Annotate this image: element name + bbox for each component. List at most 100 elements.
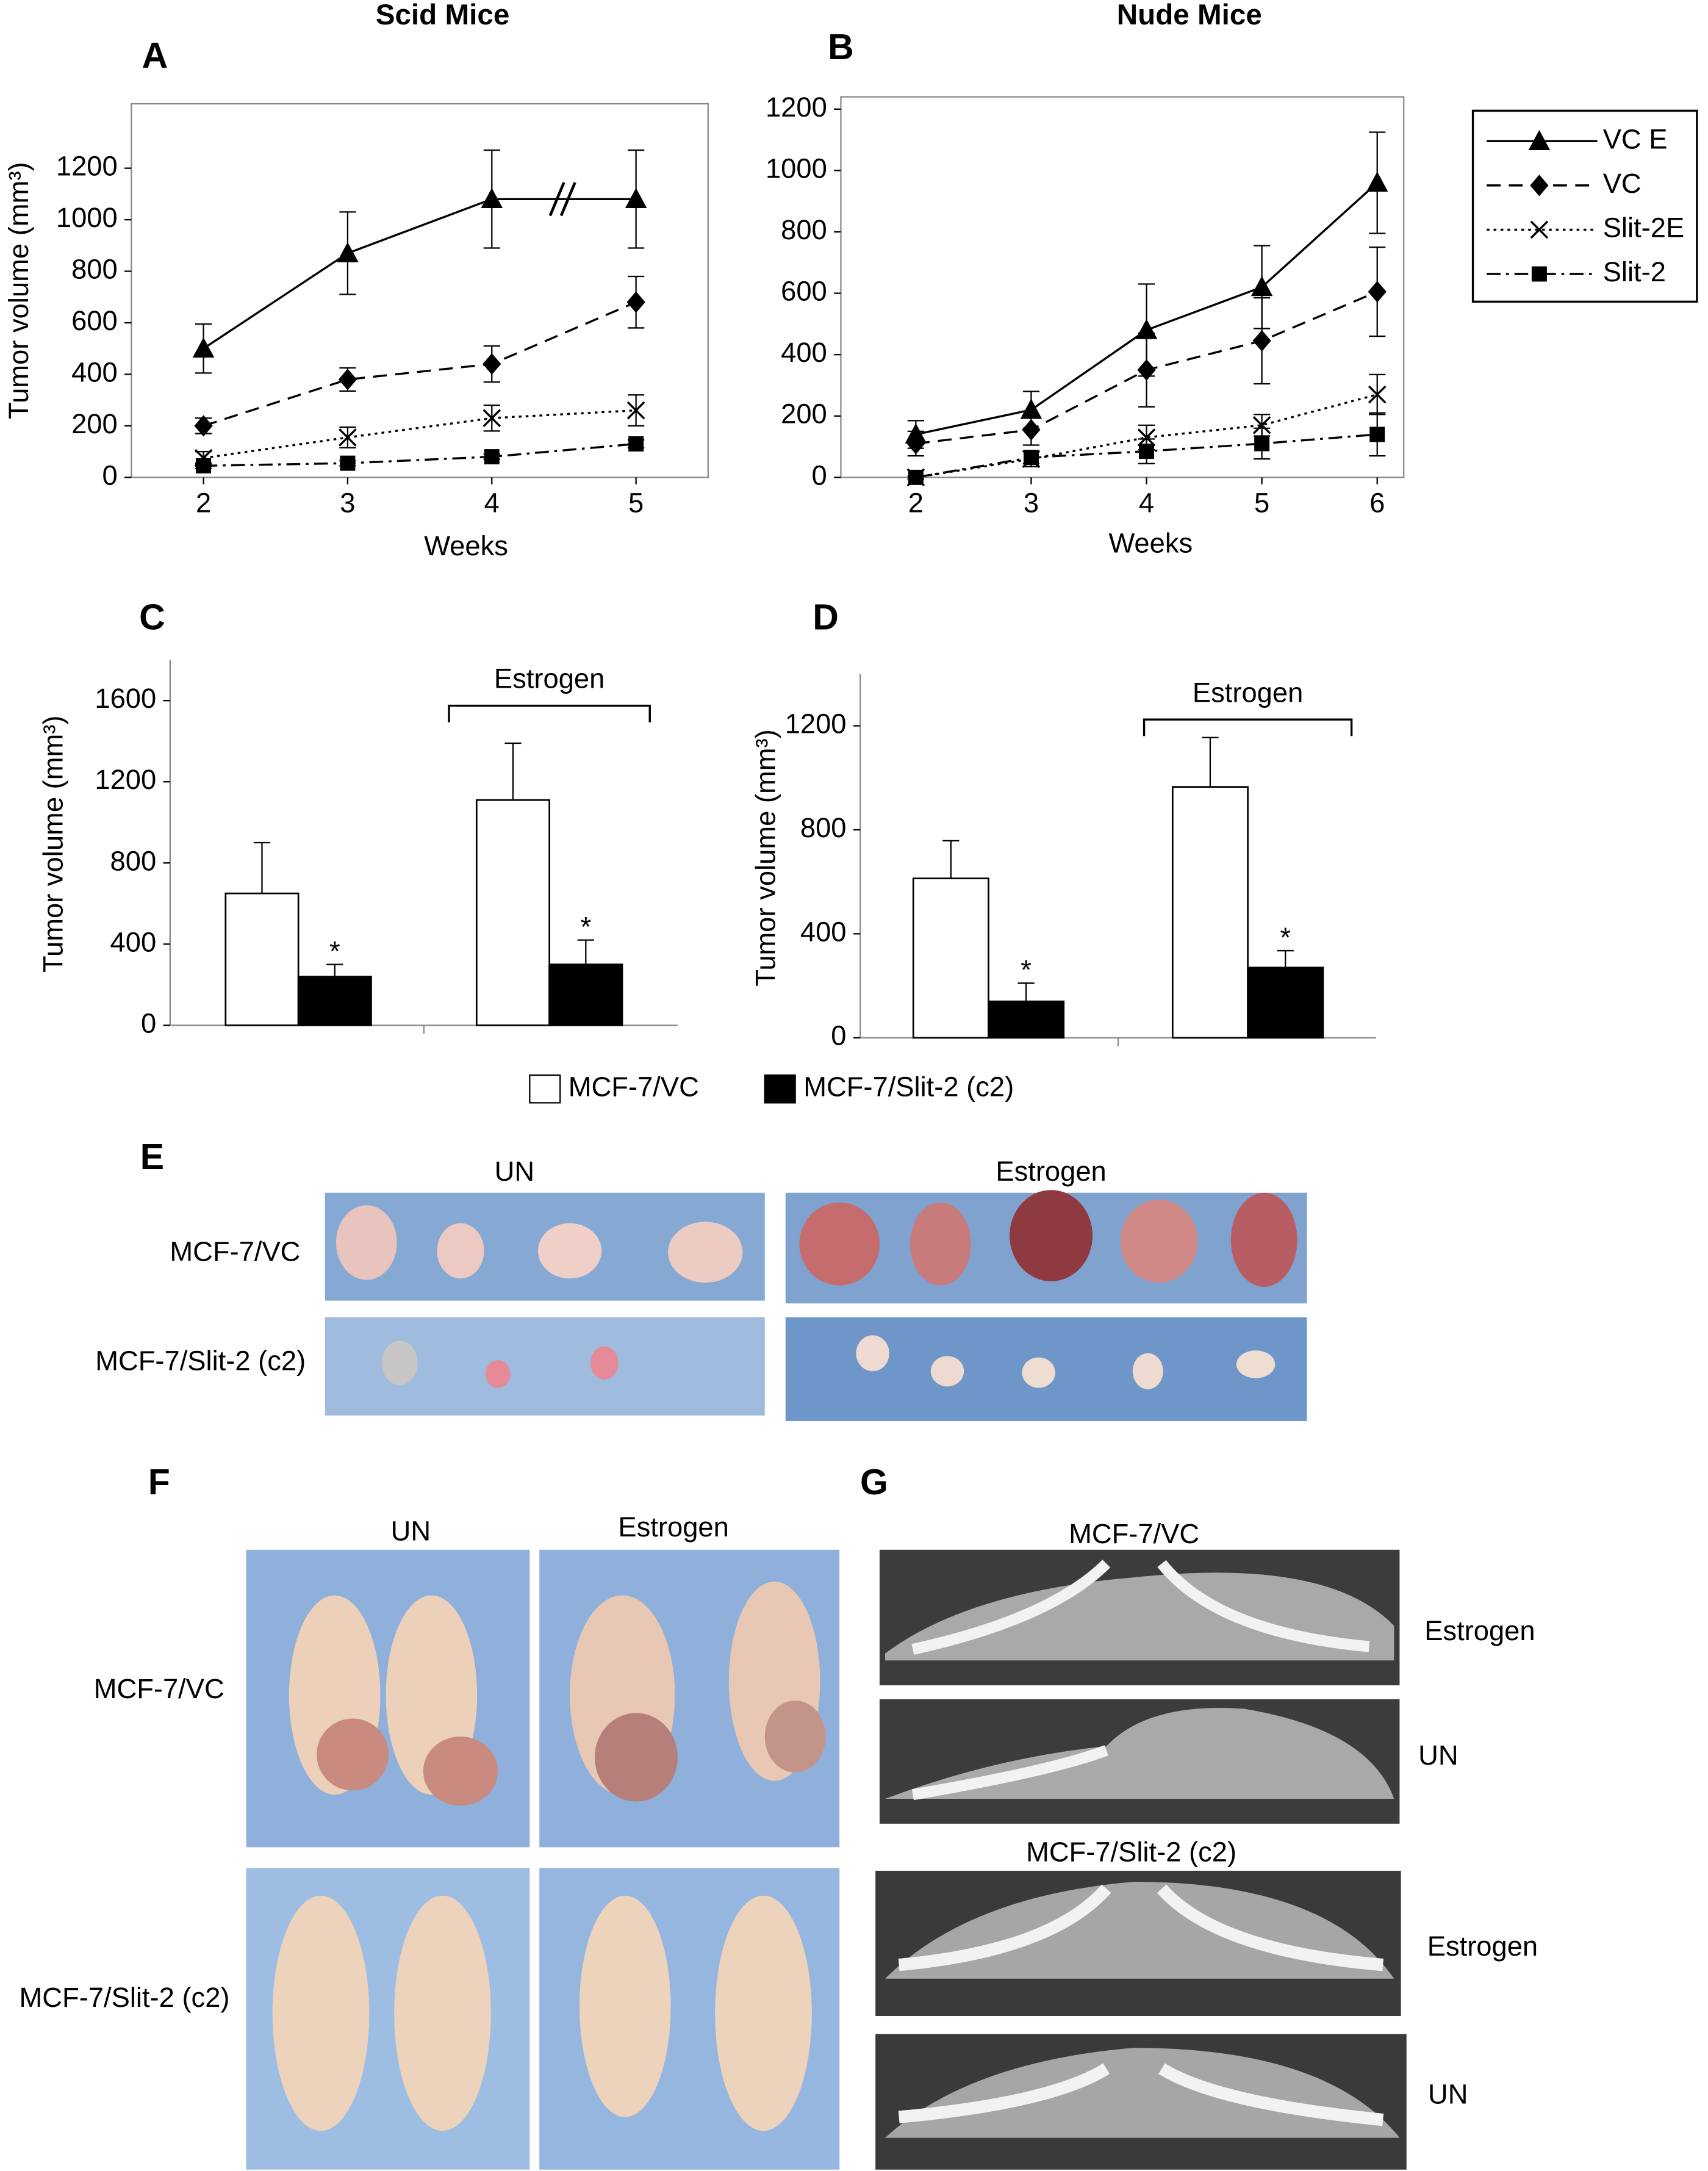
marker	[1368, 385, 1387, 404]
bar	[475, 799, 551, 1026]
x-tick-label: 5	[1254, 488, 1269, 519]
panel-letter: D	[813, 597, 839, 637]
series-line	[203, 301, 637, 427]
marker	[1252, 329, 1271, 352]
y-tick-label: 600	[781, 276, 827, 307]
marker	[196, 458, 212, 473]
marker	[1139, 444, 1155, 459]
panel-letter: E	[140, 1137, 164, 1177]
y-tick-label: 1000	[766, 153, 827, 184]
marker	[483, 409, 501, 428]
marker	[1369, 427, 1385, 442]
y-tick-label: 200	[781, 398, 827, 430]
y-tick-label: 0	[102, 459, 117, 491]
photo-e	[325, 1190, 1307, 1421]
panel-letter: F	[148, 1463, 170, 1502]
legend-label: VC	[1603, 168, 1642, 199]
marker	[194, 415, 213, 437]
marker	[481, 188, 503, 209]
series-line	[203, 442, 636, 467]
y-tick-label: 1600	[95, 683, 156, 714]
marker	[1137, 428, 1156, 447]
row-label: MCF-7/Slit-2 (c2)	[20, 1982, 230, 2013]
chart-title: Nude Mice	[1117, 0, 1262, 31]
row-label: UN	[1428, 2079, 1468, 2110]
x-axis-label: Weeks	[1108, 527, 1193, 558]
y-tick-label: 400	[781, 337, 827, 368]
x-tick-label: 3	[340, 488, 355, 519]
marker	[340, 455, 356, 471]
marker	[338, 369, 357, 391]
chart-title: Scid Mice	[376, 0, 510, 31]
y-tick-label: 0	[812, 459, 827, 491]
column-label: UN	[495, 1156, 534, 1187]
plot-frame	[131, 103, 709, 478]
y-tick-label: 400	[110, 926, 157, 957]
y-tick-label: 0	[831, 1020, 846, 1051]
series-line	[203, 409, 636, 459]
legend-box	[1471, 109, 1698, 303]
y-tick-label: 200	[71, 408, 118, 439]
y-tick-label: 800	[110, 845, 157, 876]
x-tick-label: 5	[628, 488, 644, 519]
bracket-label: Estrogen	[494, 663, 605, 694]
y-tick-label: 1200	[56, 151, 118, 182]
column-label: Estrogen	[996, 1156, 1106, 1187]
y-tick-label: 800	[781, 214, 827, 245]
x-tick-label: 2	[196, 488, 211, 519]
marker	[626, 401, 645, 420]
y-tick-label: 0	[141, 1007, 156, 1039]
row-label: MCF-7/Slit-2 (c2)	[95, 1345, 306, 1377]
row-label: UN	[1418, 1740, 1458, 1771]
bracket-label: Estrogen	[1193, 677, 1303, 708]
bar	[1247, 967, 1324, 1039]
x-tick-label: 4	[484, 488, 500, 519]
marker	[1023, 450, 1039, 466]
marker	[908, 469, 924, 485]
marker	[337, 242, 359, 262]
panel-letter: C	[139, 597, 165, 637]
significance-mark: *	[580, 912, 591, 943]
plot-frame	[840, 96, 1405, 478]
bracket	[1143, 718, 1353, 736]
bar	[548, 963, 623, 1026]
marker	[1531, 266, 1547, 282]
marker	[906, 433, 925, 455]
column-label: UN	[391, 1516, 431, 1547]
bar	[224, 892, 300, 1026]
legend-label: MCF-7/Slit-2 (c2)	[803, 1071, 1014, 1103]
marker	[1368, 281, 1387, 303]
significance-mark: *	[329, 935, 340, 967]
marker	[1530, 175, 1549, 196]
series-line	[203, 198, 636, 350]
legend-label: MCF-7/VC	[569, 1071, 699, 1103]
panel-letter: B	[828, 27, 854, 67]
row-label: MCF-7/VC	[94, 1673, 224, 1704]
marker	[484, 449, 500, 465]
panel-letter: G	[860, 1463, 888, 1502]
y-axis-label: Tumor volume (mm³)	[38, 716, 69, 973]
y-tick-label: 400	[800, 916, 847, 947]
marker	[628, 436, 644, 452]
y-tick-label: 800	[71, 254, 118, 285]
bar	[1171, 786, 1249, 1039]
legend-swatch	[764, 1074, 796, 1104]
legend-swatch	[529, 1074, 561, 1104]
marker	[1366, 171, 1388, 192]
y-tick-label: 1200	[766, 92, 827, 123]
significance-mark: *	[1021, 954, 1032, 985]
y-tick-label: 800	[800, 812, 847, 843]
marker	[192, 337, 215, 358]
row-label: MCF-7/VC	[170, 1236, 300, 1267]
legend-label: Slit-2	[1603, 256, 1666, 287]
y-tick-label: 1200	[95, 764, 156, 795]
y-axis-label: Tumor volume (mm³)	[3, 162, 34, 419]
y-tick-label: 400	[71, 356, 118, 387]
significance-mark: *	[1280, 922, 1291, 953]
marker	[1528, 130, 1551, 151]
x-tick-label: 6	[1369, 488, 1385, 519]
marker	[339, 428, 357, 447]
legend-label: Slit-2E	[1603, 212, 1685, 243]
